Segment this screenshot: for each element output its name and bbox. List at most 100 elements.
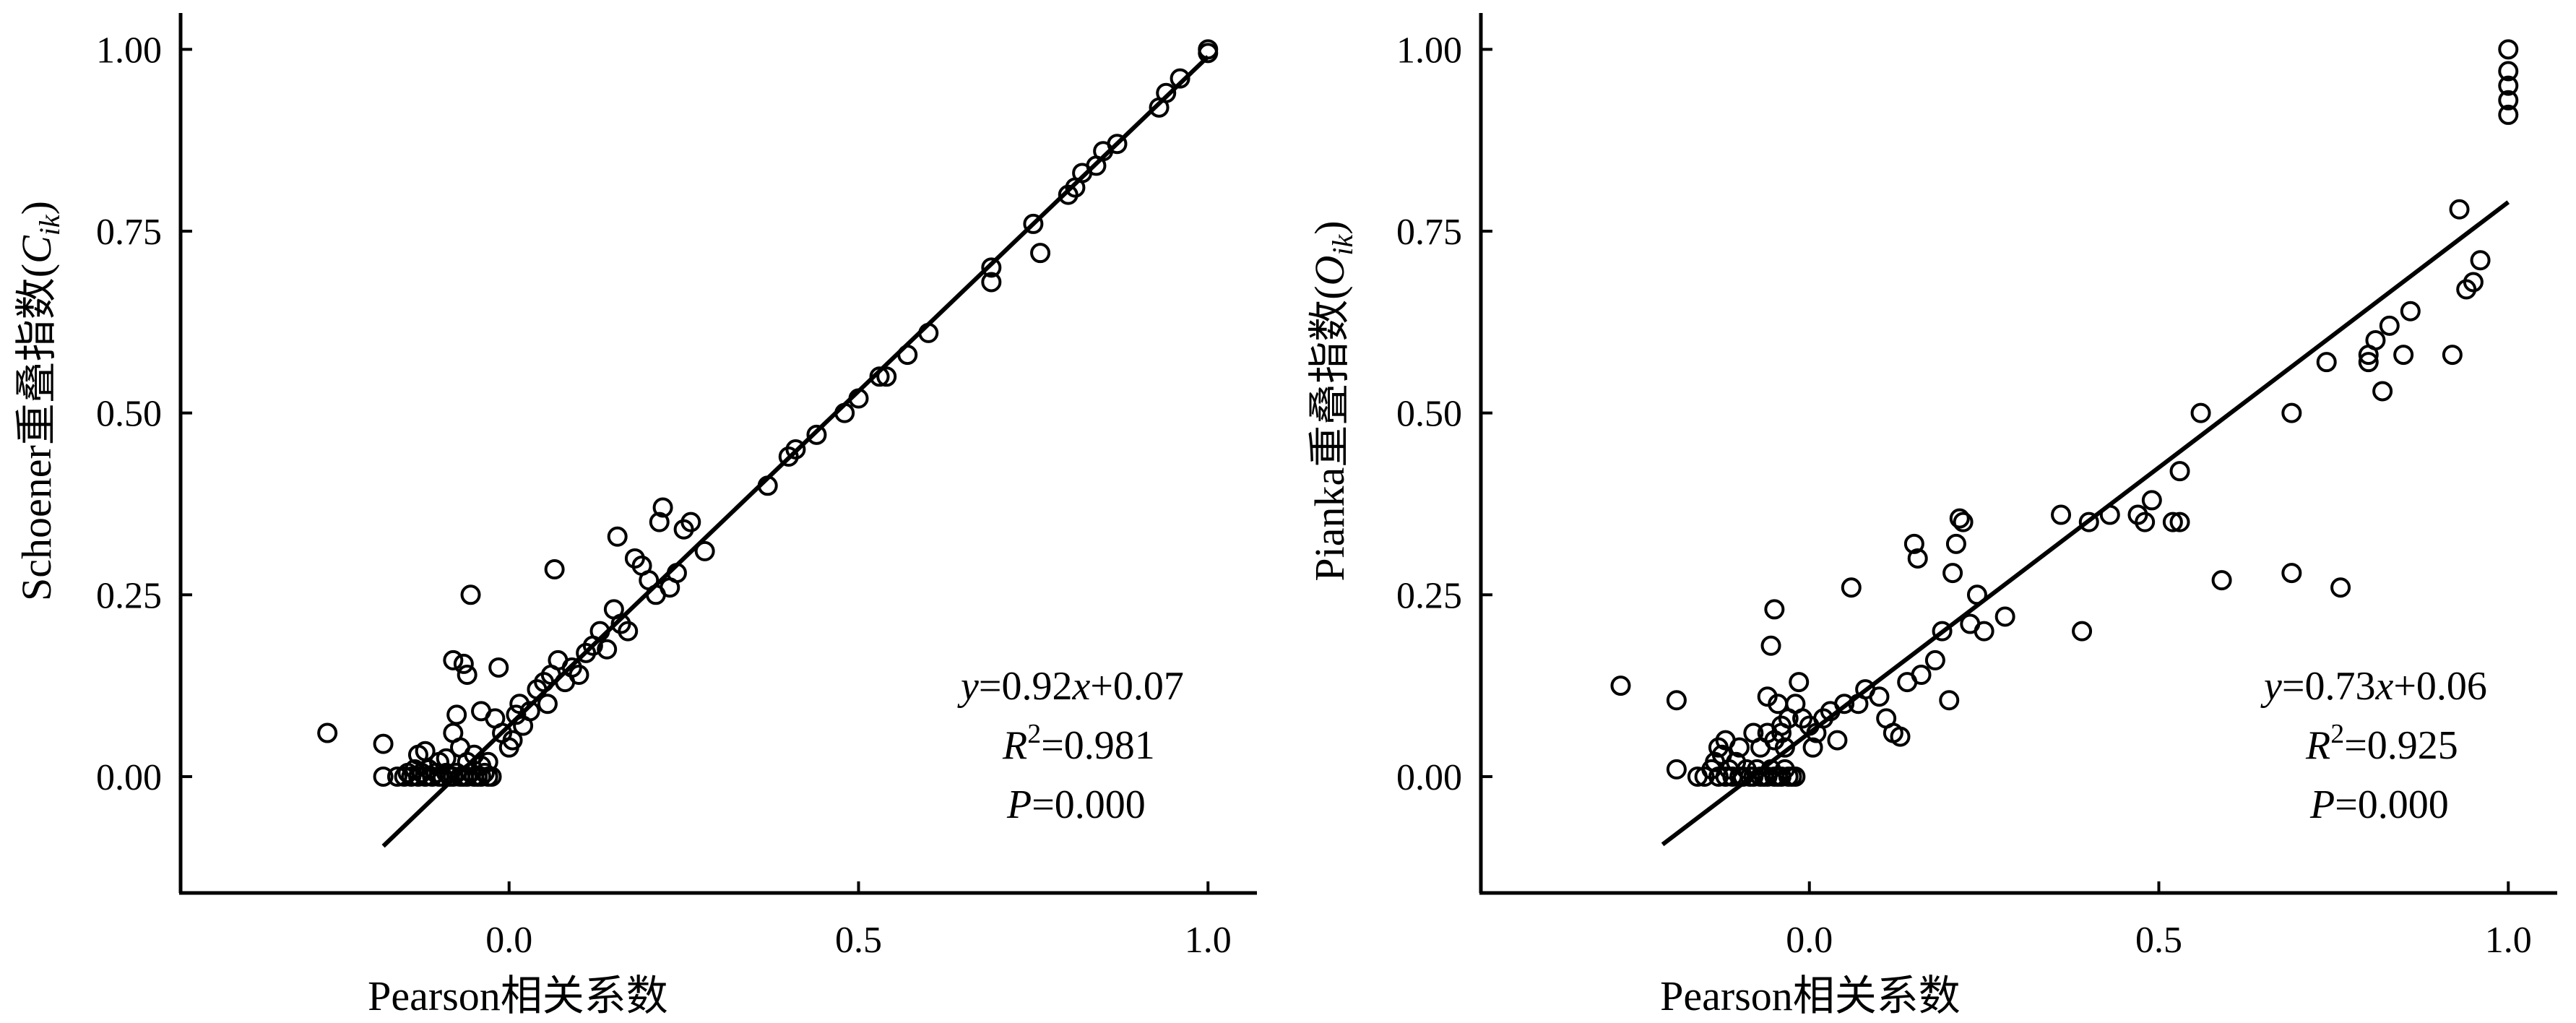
pianka-fit-equation: y=0.73x+0.06 (2260, 664, 2487, 709)
pianka-data-point (2190, 402, 2211, 423)
pianka-data-point (1949, 508, 1970, 529)
pianka-axes: 0.00 0.25 0.50 0.75 1.00 0.0 0.5 1.0 (1396, 13, 2557, 961)
pianka-data-point (1911, 665, 1932, 686)
pianka-data-point (2162, 512, 2183, 532)
pianka-data-point (1890, 726, 1911, 747)
schoener-data-point (443, 649, 464, 670)
pianka-data-point (2498, 39, 2519, 60)
pianka-data-point (1785, 766, 1806, 787)
pianka-data-point (1953, 512, 1974, 532)
pianka-x-tick-label: 1.0 (2485, 920, 2532, 961)
schoener-data-point (694, 540, 715, 561)
pianka-data-point (2379, 315, 2400, 336)
pianka-x-axis-label: Pearson相关系数 (1660, 972, 1961, 1019)
pianka-data-point (2072, 621, 2093, 642)
pianka-data-point (1729, 737, 1750, 758)
schoener-y-tick-label: 0.00 (96, 757, 162, 798)
pianka-chart: 0.00 0.25 0.50 0.75 1.00 0.0 0.5 1.0 Pearson相关系… (1306, 13, 2557, 1019)
schoener-data-point (373, 766, 394, 787)
schoener-x-tick-label: 0.5 (835, 920, 882, 961)
pianka-data-point (2330, 577, 2351, 598)
schoener-data-point (537, 694, 558, 715)
schoener-y-tick-label: 0.25 (96, 575, 162, 616)
pianka-data-point (2498, 61, 2519, 82)
pianka-y-axis-label: Pianka重叠指数(Oik) (1306, 220, 1359, 581)
schoener-data-point (415, 741, 436, 761)
pianka-data-point (1789, 672, 1810, 693)
pianka-data-point (1939, 690, 1960, 711)
pianka-data-point (2470, 250, 2491, 271)
schoener-data-point (618, 621, 639, 642)
pianka-data-point (1666, 690, 1687, 711)
schoener-data-point (597, 639, 618, 660)
pianka-data-point (2498, 104, 2519, 125)
pianka-data-point (2169, 512, 2190, 532)
pianka-fit-line (1661, 200, 2510, 847)
pianka-data-point (2372, 381, 2393, 402)
schoener-data-point (649, 512, 670, 532)
schoener-data-point (876, 366, 897, 387)
pianka-data-point (1666, 759, 1687, 780)
pianka-regression-line (1661, 200, 2510, 847)
pianka-x-tick-label: 0.5 (2135, 920, 2182, 961)
schoener-regression-line (381, 55, 1210, 848)
schoener-y-tick-label: 1.00 (96, 30, 162, 71)
schoener-data-point (981, 257, 1002, 278)
pianka-x-tick-label: 0.0 (1786, 920, 1833, 961)
pianka-r-squared: R2=0.925 (2305, 719, 2458, 768)
schoener-data-point (1156, 82, 1177, 103)
pianka-data-point (2281, 563, 2302, 584)
pianka-data-point (2498, 75, 2519, 96)
pianka-data-point (2316, 352, 2337, 373)
schoener-data-point (1170, 68, 1190, 89)
schoener-data-point (652, 497, 673, 518)
schoener-data-point (457, 665, 477, 686)
pianka-data-point (2498, 90, 2519, 111)
schoener-data-point (1107, 134, 1128, 155)
pianka-p-value: P=0.000 (2309, 782, 2449, 827)
schoener-data-point (502, 730, 523, 751)
pianka-data-point (2393, 345, 2414, 366)
schoener-data-point (436, 748, 457, 769)
schoener-chart: 0.00 0.25 0.50 0.75 1.00 0.0 0.5 1.0 Pearson相关系… (13, 13, 1257, 1019)
pianka-data-point (1764, 599, 1785, 620)
pianka-data-point (1834, 694, 1855, 715)
pianka-data-point (1903, 533, 1924, 554)
schoener-y-tick-label: 0.50 (96, 394, 162, 435)
pianka-data-point (2211, 570, 2232, 591)
schoener-p-value: P=0.000 (1006, 782, 1146, 827)
schoener-data-point (785, 439, 806, 459)
schoener-y-tick-label: 0.75 (96, 212, 162, 253)
schoener-data-point (488, 657, 509, 678)
schoener-data-point (607, 526, 628, 547)
pianka-data-point (2051, 504, 2072, 525)
pianka-y-tick-label: 1.00 (1396, 30, 1462, 71)
pianka-data-point (1942, 563, 1963, 584)
pianka-data-point (1869, 686, 1890, 707)
pianka-data-point (2442, 345, 2463, 366)
pianka-data-point (1771, 715, 1792, 736)
schoener-data-point (1030, 243, 1051, 264)
schoener-data-point (386, 766, 407, 787)
schoener-r-squared: R2=0.981 (1002, 719, 1155, 768)
pianka-data-point (2281, 402, 2302, 423)
schoener-y-axis-label: Schoener重叠指数(Cik) (13, 201, 66, 601)
schoener-fit-equation: y=0.92x+0.07 (957, 664, 1184, 709)
pianka-data-point (1945, 533, 1966, 554)
pianka-data-point (1924, 649, 1945, 670)
schoener-data-point (1198, 43, 1219, 64)
pianka-data-point (2135, 512, 2156, 532)
schoener-data-point (1023, 213, 1044, 234)
pianka-data-point (2078, 512, 2099, 532)
pianka-y-tick-label: 0.50 (1396, 394, 1462, 435)
schoener-data-point (373, 733, 394, 754)
pianka-data-point (2400, 301, 2421, 321)
schoener-data-point (477, 751, 498, 772)
pianka-data-point (1974, 621, 1994, 642)
schoener-data-point (481, 766, 502, 787)
pianka-data-point (2141, 490, 2162, 511)
schoener-data-point (317, 722, 338, 743)
pianka-data-point (2358, 352, 2379, 373)
schoener-data-point (569, 665, 589, 686)
